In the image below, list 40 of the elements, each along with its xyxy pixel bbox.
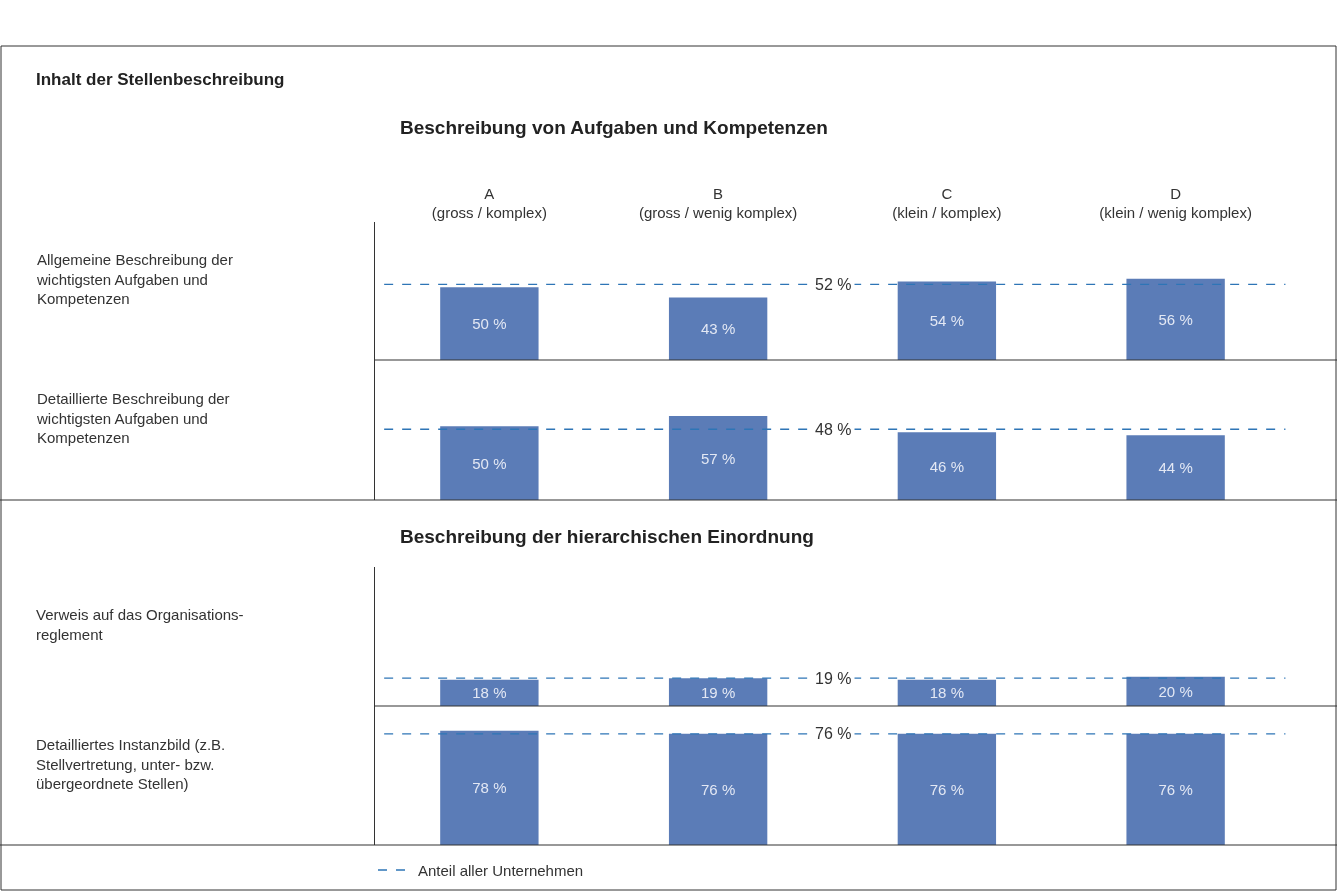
x-tick-label: D (klein / wenig komplex): [1099, 184, 1252, 221]
data-label: 76 %: [929, 780, 964, 798]
y-axis-title: Allgemeine Beschreibung der wichtigsten Aufgaben und Kompetenzen: [36, 251, 233, 307]
data-label: 20 %: [1158, 682, 1193, 700]
bar: [897, 281, 997, 360]
bar: [1126, 435, 1225, 500]
chart-subtitle: Beschreibung von Aufgaben und Kompetenzen: [400, 117, 828, 138]
bar: [897, 432, 997, 500]
x-tick-label: B (gross / wenig komplex): [638, 184, 798, 221]
ref-line-label: 48 %: [815, 421, 852, 438]
data-label: 57 %: [701, 449, 736, 467]
data-label: 76 %: [701, 780, 736, 798]
bar: [668, 297, 768, 360]
data-label: 46 %: [929, 457, 964, 475]
x-tick-label: A (gross / komplex): [431, 184, 547, 221]
data-label: 18 %: [472, 684, 507, 702]
chart-title: Beschreibung der hierarchischen Einordnung: [400, 526, 814, 547]
text: Anteil aller Unternehmen: [418, 862, 584, 879]
data-label: 78 %: [472, 779, 507, 797]
y-axis-title: Detaillierte Beschreibung der wichtigsten Aufgaben und Kompetenzen: [36, 390, 230, 446]
data-label: 19 %: [701, 683, 736, 701]
bar: [668, 416, 768, 500]
bar: [1126, 278, 1225, 360]
ref-line-label: 19 %: [815, 670, 852, 687]
data-label: 44 %: [1158, 459, 1193, 477]
x-tick-label: C (klein / komplex): [892, 184, 1002, 221]
ref-line-label: 52 %: [815, 276, 852, 293]
data-label: 18 %: [929, 684, 964, 702]
data-label: 43 %: [701, 320, 736, 338]
y-axis-title: Verweis auf das Organisations- reglement: [36, 606, 244, 643]
bar: [440, 287, 539, 360]
data-label: 76 %: [1158, 780, 1193, 798]
data-label: 50 %: [472, 454, 507, 472]
text: Inhalt der Stellenbeschreibung: [36, 70, 285, 89]
y-axis-title: Detailliertes Instanzbild (z.B. Stellvertretung, unter- bzw. übergeordnete Stellen): [36, 736, 226, 792]
ref-line-label: 76 %: [815, 725, 852, 742]
bar: [440, 426, 539, 500]
data-label: 54 %: [929, 312, 964, 330]
data-label: 56 %: [1158, 310, 1193, 328]
data-label: 50 %: [472, 315, 507, 333]
